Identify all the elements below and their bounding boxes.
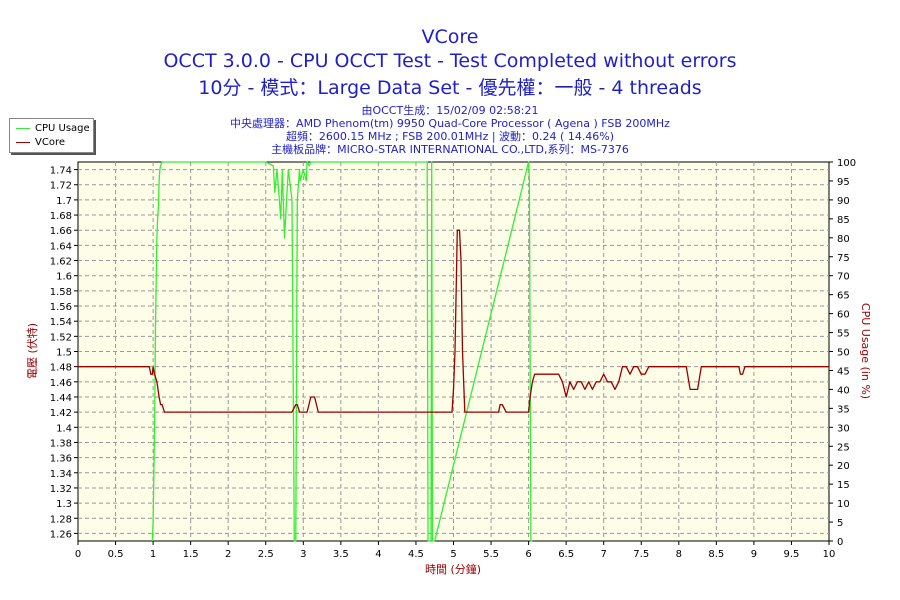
series-line-cpu-usage xyxy=(151,161,533,542)
x-tick-label: 6.5 xyxy=(558,549,574,560)
info-clock: 超頻：2600.15 MHz ; FSB 200.01MHz | 波動：0.24… xyxy=(285,130,615,143)
y-left-tick-label: 1.7 xyxy=(56,196,72,207)
x-tick-label: 3.5 xyxy=(333,549,349,560)
y-right-tick-label: 20 xyxy=(837,461,850,472)
y-left-tick-label: 1.5 xyxy=(56,348,72,359)
y-left-tick-label: 1.36 xyxy=(50,454,72,465)
y-right-tick-label: 0 xyxy=(837,537,843,548)
y-left-tick-label: 1.58 xyxy=(50,287,72,298)
y-right-tick-label: 90 xyxy=(837,196,850,207)
y-left-tick-label: 1.44 xyxy=(50,393,72,404)
info-motherboard: 主機板品牌：MICRO-STAR INTERNATIONAL CO.,LTD,系… xyxy=(271,143,629,156)
x-tick-label: 4.5 xyxy=(408,549,424,560)
y-left-tick-label: 1.32 xyxy=(50,484,72,495)
chart-subtitle-mode: 10分 - 模式：Large Data Set - 優先權：一般 - 4 thr… xyxy=(198,77,702,99)
y-left-tick-label: 1.42 xyxy=(50,408,72,419)
axis-layer: 0 0.5 1 1.5 2 2.5 3 3.5 4 4.5 5 5.5 6 6.5 7 7.5 8 8.5 9 9.5… xyxy=(50,158,856,560)
legend-item-cpu-usage: CPU Usage xyxy=(16,123,90,136)
y-left-tick-label: 1.52 xyxy=(50,332,72,343)
x-tick-label: 2 xyxy=(225,549,231,560)
y-right-tick-label: 65 xyxy=(837,291,850,302)
y-axis-label-right: CPU Usage (in %) xyxy=(859,303,872,399)
y-left-tick-label: 1.48 xyxy=(50,363,72,374)
x-tick-label: 7.5 xyxy=(633,549,649,560)
y-right-tick-label: 80 xyxy=(837,234,850,245)
y-right-tick-label: 35 xyxy=(837,404,850,415)
x-tick-label: 1.5 xyxy=(183,549,199,560)
y-right-tick-label: 50 xyxy=(837,348,850,359)
y-right-tick-label: 15 xyxy=(837,480,850,491)
x-tick-label: 4 xyxy=(375,549,381,560)
y-left-tick-label: 1.26 xyxy=(50,529,72,540)
x-tick-label: 9.5 xyxy=(783,549,799,560)
y-right-tick-label: 100 xyxy=(837,158,856,169)
y-right-tick-label: 40 xyxy=(837,385,850,396)
x-tick-label: 5.5 xyxy=(483,549,499,560)
y-left-tick-label: 1.34 xyxy=(50,469,72,480)
series-line-vcore xyxy=(78,229,829,413)
info-generated: 由OCCT生成：15/02/09 02:58:21 xyxy=(361,104,539,117)
series-layer xyxy=(78,161,829,542)
x-tick-label: 5 xyxy=(450,549,456,560)
x-axis-label: 時間 (分鐘) xyxy=(425,562,481,576)
y-right-tick-label: 55 xyxy=(837,329,850,340)
x-tick-label: 10 xyxy=(823,549,836,560)
y-left-tick-label: 1.38 xyxy=(50,438,72,449)
y-left-tick-label: 1.74 xyxy=(50,166,72,177)
y-left-tick-label: 1.68 xyxy=(50,211,72,222)
y-axis-label-left: 電壓 (伏特) xyxy=(25,323,39,379)
legend-swatch-vcore xyxy=(16,141,30,143)
y-left-tick-label: 1.6 xyxy=(56,272,72,283)
x-tick-label: 7 xyxy=(601,549,607,560)
x-tick-label: 0.5 xyxy=(108,549,124,560)
y-left-tick-label: 1.56 xyxy=(50,302,72,313)
y-right-tick-label: 10 xyxy=(837,499,850,510)
y-left-tick-label: 1.28 xyxy=(50,514,72,525)
x-tick-label: 8.5 xyxy=(708,549,724,560)
y-right-tick-label: 25 xyxy=(837,442,850,453)
x-tick-label: 9 xyxy=(751,549,757,560)
info-cpu: 中央處理器：AMD Phenom(tm) 9950 Quad-Core Proc… xyxy=(230,117,670,130)
x-tick-label: 6 xyxy=(525,549,531,560)
y-right-tick-label: 60 xyxy=(837,310,850,321)
y-right-tick-label: 5 xyxy=(837,518,843,529)
y-left-tick-label: 1.62 xyxy=(50,257,72,268)
x-tick-label: 2.5 xyxy=(258,549,274,560)
y-left-tick-label: 1.72 xyxy=(50,181,72,192)
chart-subtitle-test: OCCT 3.0.0 - CPU OCCT Test - Test Comple… xyxy=(163,50,737,72)
y-left-tick-label: 1.54 xyxy=(50,317,72,328)
x-tick-label: 0 xyxy=(75,549,81,560)
y-right-tick-label: 85 xyxy=(837,215,850,226)
legend-label-cpu-usage: CPU Usage xyxy=(35,123,90,134)
x-tick-label: 3 xyxy=(300,549,306,560)
x-tick-label: 1 xyxy=(150,549,156,560)
y-right-tick-label: 30 xyxy=(837,423,850,434)
chart-title: VCore xyxy=(421,26,479,48)
legend-swatch-cpu-usage xyxy=(16,127,30,129)
y-right-tick-label: 45 xyxy=(837,366,850,377)
y-right-tick-label: 75 xyxy=(837,253,850,264)
y-left-tick-label: 1.4 xyxy=(56,423,72,434)
y-right-tick-label: 95 xyxy=(837,177,850,188)
legend-item-vcore: VCore xyxy=(16,137,65,150)
y-left-tick-label: 1.3 xyxy=(56,499,72,510)
grid-lines xyxy=(78,162,829,541)
y-right-tick-label: 70 xyxy=(837,272,850,283)
y-left-tick-label: 1.64 xyxy=(50,241,72,252)
legend: CPU Usage VCore xyxy=(9,118,94,153)
y-left-tick-label: 1.46 xyxy=(50,378,72,389)
x-tick-label: 8 xyxy=(676,549,682,560)
y-left-tick-label: 1.66 xyxy=(50,226,72,237)
legend-label-vcore: VCore xyxy=(35,137,65,148)
